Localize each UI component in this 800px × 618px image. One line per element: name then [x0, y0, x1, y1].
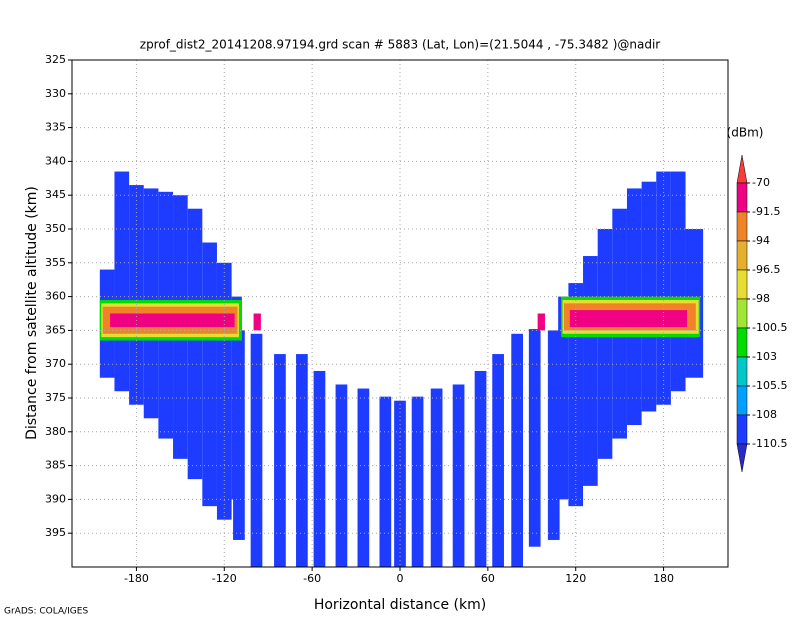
field-cell — [274, 354, 286, 567]
y-tick-label: 370 — [45, 357, 66, 370]
colorbar-label: -103 — [752, 350, 777, 363]
y-tick-label: 390 — [45, 492, 66, 505]
colorbar-label: -98 — [752, 292, 770, 305]
colorbar-box — [736, 356, 748, 387]
field-cell — [583, 256, 598, 486]
field-cell — [537, 313, 545, 331]
field-cell — [335, 384, 348, 567]
y-tick-label: 340 — [45, 154, 66, 167]
x-tick-label: 120 — [565, 572, 586, 585]
colorbar-label: -94 — [752, 234, 770, 247]
field-cell — [129, 185, 144, 405]
y-tick-label: 375 — [45, 391, 66, 404]
field-cell — [411, 396, 424, 567]
colorbar-box — [736, 414, 748, 445]
y-tick-label: 330 — [45, 87, 66, 100]
colorbar-box — [736, 240, 748, 271]
field-cell — [597, 229, 613, 459]
y-tick-label: 365 — [45, 323, 66, 336]
y-tick-label: 345 — [45, 188, 66, 201]
colorbar-box — [736, 298, 748, 329]
field-cell — [670, 171, 686, 392]
chart-title: zprof_dist2_20141208.97194.grd scan # 58… — [140, 38, 661, 52]
colorbar-label: -110.5 — [752, 437, 787, 450]
colorbar-box — [736, 269, 748, 300]
field-cell — [233, 330, 245, 540]
y-tick-label: 325 — [45, 53, 66, 66]
colorbar-label: -70 — [752, 176, 770, 189]
y-tick-label: 350 — [45, 222, 66, 235]
field-cell — [547, 330, 560, 540]
y-tick-label: 395 — [45, 526, 66, 539]
field-cell — [568, 283, 584, 507]
colorbar-box — [736, 327, 748, 358]
field-cell — [110, 313, 235, 328]
x-tick-label: -180 — [124, 572, 149, 585]
field — [99, 171, 704, 567]
colorbar-bottom — [736, 443, 748, 473]
colorbar-label: -91.5 — [752, 205, 780, 218]
colorbar-label: -96.5 — [752, 263, 780, 276]
y-tick-label: 380 — [45, 425, 66, 438]
field-cell — [253, 313, 261, 331]
field-cell — [313, 370, 326, 567]
x-tick-label: 60 — [481, 572, 495, 585]
colorbar-label: -100.5 — [752, 321, 787, 334]
field-cell — [357, 388, 370, 567]
field-cell — [528, 329, 541, 547]
footer: GrADS: COLA/IGES — [4, 607, 88, 617]
y-axis-label: Distance from satellite altitude (km) — [24, 186, 40, 440]
field-cell — [114, 171, 130, 392]
field-cell — [511, 333, 523, 567]
x-tick-label: 0 — [397, 572, 404, 585]
y-tick-label: 335 — [45, 121, 66, 134]
field-cell — [379, 396, 392, 567]
field-cell — [187, 208, 203, 480]
y-tick-label: 385 — [45, 459, 66, 472]
colorbar-label: -108 — [752, 408, 777, 421]
field-cell — [430, 388, 443, 567]
colorbar-label: -105.5 — [752, 379, 787, 392]
colorbar-box — [736, 211, 748, 242]
x-tick-label: -60 — [303, 572, 321, 585]
field-cell — [202, 242, 217, 507]
field-cell — [569, 310, 687, 328]
x-tick-label: 180 — [653, 572, 674, 585]
colorbar-box — [736, 385, 748, 416]
field-cell — [394, 400, 406, 567]
colorbar-top — [736, 154, 748, 184]
field-cell — [250, 333, 263, 567]
field-cell — [296, 354, 308, 567]
field-cell — [452, 384, 465, 567]
y-tick-label: 355 — [45, 256, 66, 269]
x-axis-label: Horizontal distance (km) — [314, 597, 486, 613]
field-cell — [474, 370, 487, 567]
field-cell — [558, 296, 569, 500]
field-cell — [492, 354, 504, 567]
colorbar-box — [736, 182, 748, 213]
y-tick-label: 360 — [45, 290, 66, 303]
colorbar-title: (dBm) — [727, 126, 764, 140]
plot-frame — [71, 59, 729, 568]
x-tick-label: -120 — [212, 572, 237, 585]
